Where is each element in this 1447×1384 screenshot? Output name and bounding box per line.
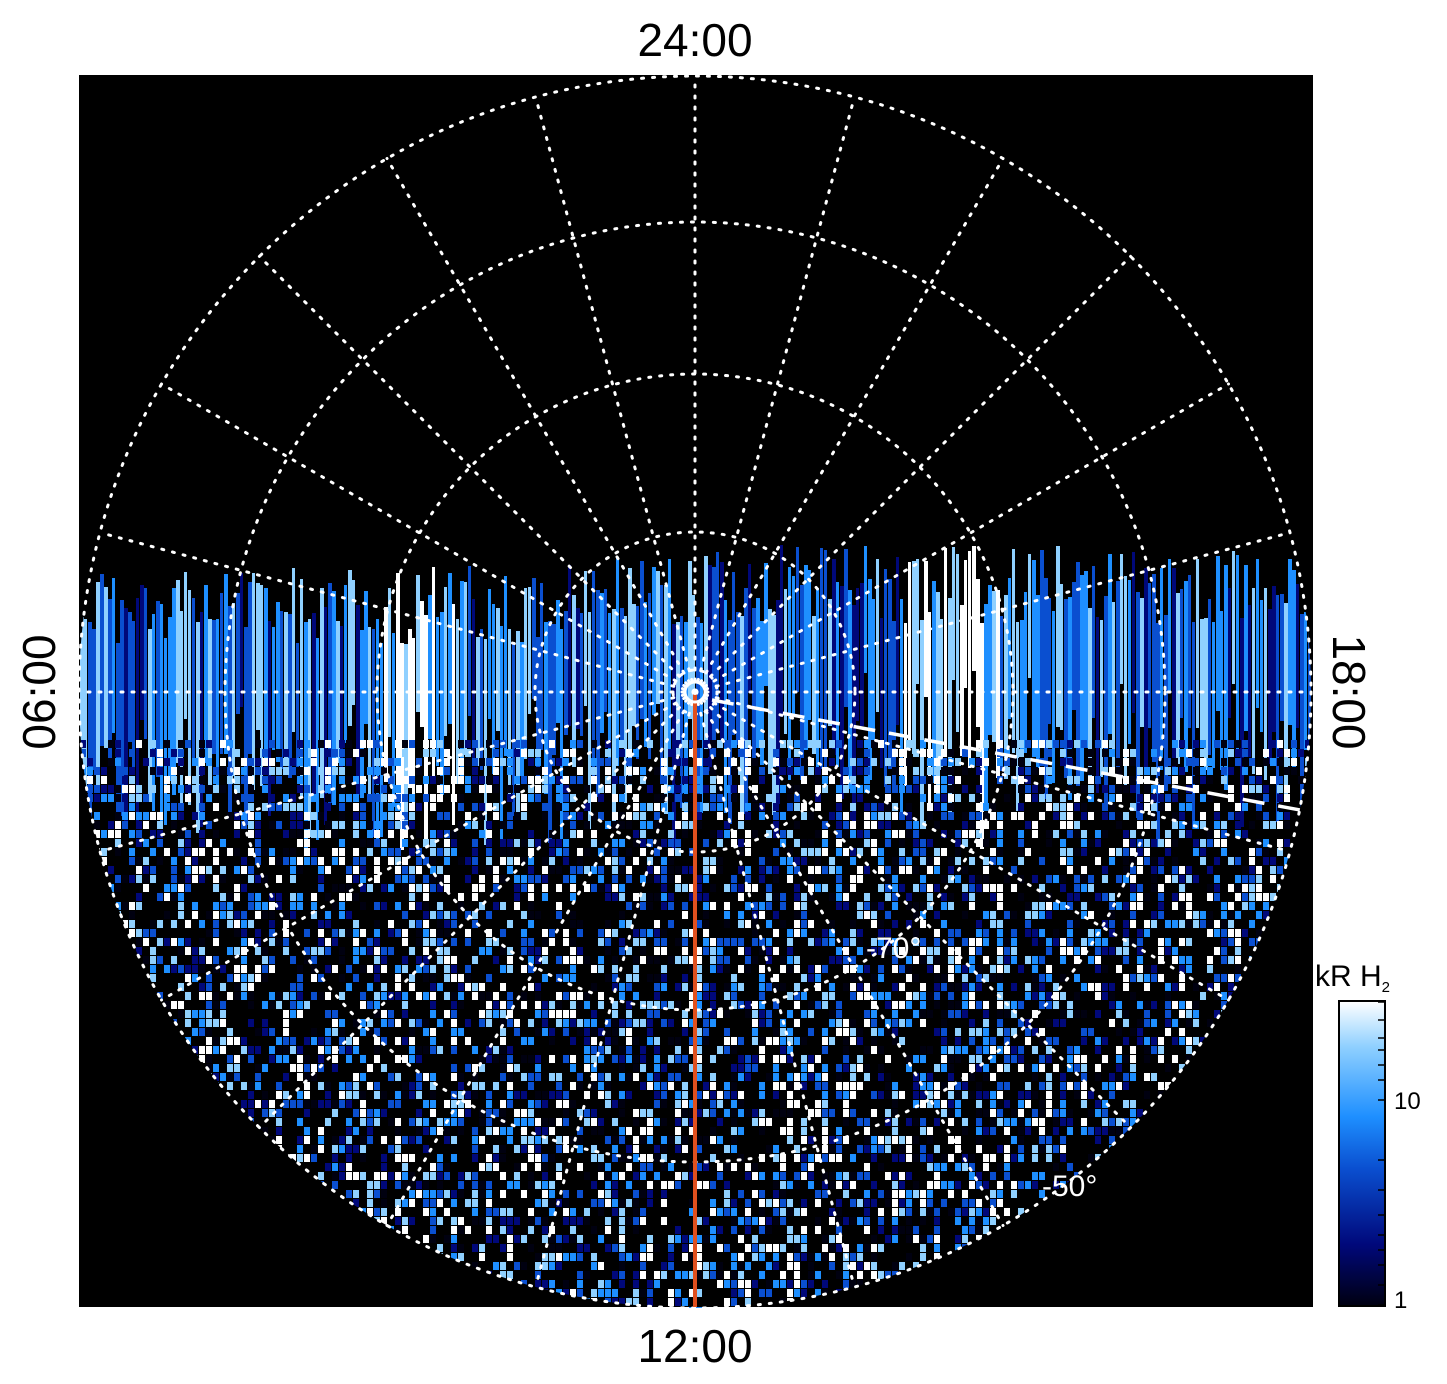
local-time-meridian bbox=[385, 690, 697, 1227]
pole-marker bbox=[683, 680, 707, 704]
local-time-meridian bbox=[160, 382, 697, 694]
colorbar: kR H2 10 1 bbox=[1315, 960, 1421, 1314]
local-time-meridian bbox=[534, 95, 697, 694]
local-time-meridian bbox=[534, 690, 697, 1289]
polar-grid bbox=[77, 74, 1313, 1310]
colorbar-gradient bbox=[1338, 1000, 1386, 1307]
pole-dot bbox=[692, 689, 698, 695]
latitude-ring bbox=[533, 530, 857, 854]
latitude-ring bbox=[77, 74, 1313, 1310]
local-time-label-bottom: 12:00 bbox=[637, 1320, 752, 1372]
latitude-label-50: -50° bbox=[1042, 1170, 1097, 1203]
local-time-meridian bbox=[693, 531, 1292, 694]
colorbar-tick-label-10: 10 bbox=[1394, 1088, 1421, 1115]
local-time-meridian bbox=[693, 382, 1230, 694]
local-time-meridian bbox=[693, 690, 1292, 853]
local-time-meridian bbox=[257, 254, 697, 694]
local-time-meridian bbox=[98, 531, 697, 694]
local-time-meridian bbox=[693, 690, 1005, 1227]
local-time-meridian bbox=[693, 690, 856, 1289]
local-time-meridian bbox=[98, 690, 697, 853]
local-time-meridian bbox=[385, 157, 697, 694]
local-time-label-top: 24:00 bbox=[637, 14, 752, 66]
colorbar-tick-label-1: 1 bbox=[1394, 1287, 1407, 1314]
latitude-label-70: -70° bbox=[866, 932, 921, 965]
local-time-meridian bbox=[693, 95, 856, 694]
local-time-meridian bbox=[693, 157, 1005, 694]
local-time-meridian bbox=[160, 690, 697, 1002]
terminator-line bbox=[711, 698, 1301, 812]
local-time-meridian bbox=[693, 690, 1133, 1130]
local-time-label-right: 18:00 bbox=[1323, 634, 1375, 749]
local-time-meridian bbox=[693, 254, 1133, 694]
local-time-meridian bbox=[257, 690, 697, 1130]
local-time-label-left: 06:00 bbox=[13, 634, 65, 749]
colorbar-title: kR H2 bbox=[1315, 960, 1390, 996]
local-time-meridian bbox=[693, 690, 1230, 1002]
